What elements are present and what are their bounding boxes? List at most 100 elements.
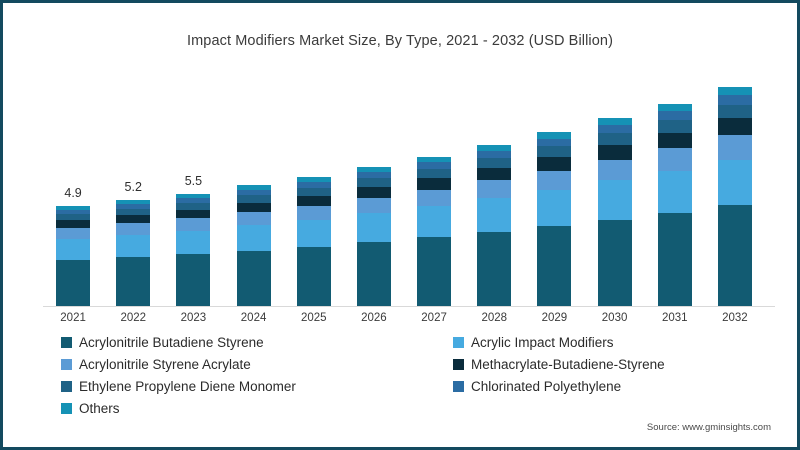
bar-column[interactable] xyxy=(477,144,512,306)
bar-segment[interactable] xyxy=(717,205,752,306)
bar-segment[interactable] xyxy=(56,227,91,239)
legend-item[interactable]: Chlorinated Polyethylene xyxy=(453,379,621,394)
legend-item[interactable]: Others xyxy=(61,401,120,416)
bar-segment[interactable] xyxy=(56,260,91,306)
bar-segment[interactable] xyxy=(477,180,512,198)
legend-item[interactable]: Acrylic Impact Modifiers xyxy=(453,335,614,350)
bar-segment[interactable] xyxy=(417,237,452,306)
bar-segment[interactable] xyxy=(176,193,211,198)
bar-segment[interactable] xyxy=(56,220,91,228)
bar-segment[interactable] xyxy=(537,226,572,306)
bar-segment[interactable] xyxy=(657,170,692,214)
bar-segment[interactable] xyxy=(176,209,211,219)
bar-segment[interactable] xyxy=(537,138,572,147)
bar-segment[interactable] xyxy=(477,144,512,151)
bar-segment[interactable] xyxy=(296,177,331,182)
bar-segment[interactable] xyxy=(717,135,752,160)
bar-segment[interactable] xyxy=(477,231,512,306)
bar-segment[interactable] xyxy=(537,170,572,190)
bar-segment[interactable] xyxy=(116,257,151,306)
bar-segment[interactable] xyxy=(296,195,331,206)
bar-segment[interactable] xyxy=(657,120,692,133)
bar-segment[interactable] xyxy=(717,95,752,105)
bar-column[interactable] xyxy=(236,185,271,306)
bar-column[interactable] xyxy=(116,199,151,306)
bar-segment[interactable] xyxy=(236,250,271,306)
legend-item[interactable]: Ethylene Propylene Diene Monomer xyxy=(61,379,296,394)
bar-segment[interactable] xyxy=(116,234,151,258)
legend-item[interactable]: Acrylonitrile Styrene Acrylate xyxy=(61,357,251,372)
bar-segment[interactable] xyxy=(236,212,271,226)
bar-segment[interactable] xyxy=(296,205,331,220)
bar-segment[interactable] xyxy=(356,186,391,198)
bar-segment[interactable] xyxy=(657,213,692,306)
bar-segment[interactable] xyxy=(116,199,151,204)
bar-segment[interactable] xyxy=(477,167,512,181)
bar-segment[interactable] xyxy=(597,118,632,125)
legend-item[interactable]: Acrylonitrile Butadiene Styrene xyxy=(61,335,264,350)
bar-segment[interactable] xyxy=(56,205,91,210)
bar-segment[interactable] xyxy=(116,208,151,216)
bar-segment[interactable] xyxy=(657,103,692,111)
bar-segment[interactable] xyxy=(236,202,271,213)
bar-segment[interactable] xyxy=(537,189,572,227)
bar-column[interactable] xyxy=(356,167,391,306)
bar-segment[interactable] xyxy=(657,110,692,121)
bar-segment[interactable] xyxy=(176,218,211,231)
bar-column[interactable] xyxy=(657,103,692,306)
bar-segment[interactable] xyxy=(236,195,271,203)
bar-segment[interactable] xyxy=(56,209,91,215)
bar-segment[interactable] xyxy=(296,187,331,196)
bar-segment[interactable] xyxy=(176,254,211,306)
bar-column[interactable] xyxy=(717,87,752,306)
bar-segment[interactable] xyxy=(56,214,91,221)
bar-segment[interactable] xyxy=(356,178,391,187)
bar-segment[interactable] xyxy=(116,223,151,235)
bar-segment[interactable] xyxy=(657,132,692,149)
bar-segment[interactable] xyxy=(417,162,452,169)
legend-item[interactable]: Methacrylate-Butadiene-Styrene xyxy=(453,357,665,372)
bar-segment[interactable] xyxy=(236,189,271,196)
bar-segment[interactable] xyxy=(356,167,391,172)
bar-segment[interactable] xyxy=(176,202,211,210)
bar-segment[interactable] xyxy=(356,197,391,213)
bar-segment[interactable] xyxy=(417,168,452,179)
bar-segment[interactable] xyxy=(236,185,271,190)
bar-segment[interactable] xyxy=(597,124,632,134)
bar-segment[interactable] xyxy=(537,157,572,171)
bar-segment[interactable] xyxy=(417,178,452,190)
bar-segment[interactable] xyxy=(477,150,512,158)
bar-segment[interactable] xyxy=(597,133,632,145)
bar-segment[interactable] xyxy=(717,118,752,136)
bar-segment[interactable] xyxy=(597,219,632,306)
bar-segment[interactable] xyxy=(597,144,632,160)
bar-segment[interactable] xyxy=(116,215,151,224)
bar-segment[interactable] xyxy=(597,180,632,220)
bar-segment[interactable] xyxy=(116,203,151,209)
bar-segment[interactable] xyxy=(477,197,512,232)
bar-segment[interactable] xyxy=(477,157,512,168)
bar-column[interactable] xyxy=(417,156,452,306)
bar-segment[interactable] xyxy=(356,171,391,179)
bar-segment[interactable] xyxy=(717,104,752,119)
bar-segment[interactable] xyxy=(657,148,692,171)
bar-segment[interactable] xyxy=(537,146,572,158)
bar-segment[interactable] xyxy=(537,132,572,139)
bar-segment[interactable] xyxy=(296,182,331,188)
bar-segment[interactable] xyxy=(236,225,271,251)
bar-segment[interactable] xyxy=(176,197,211,203)
bar-segment[interactable] xyxy=(717,87,752,96)
bar-segment[interactable] xyxy=(597,159,632,181)
bar-segment[interactable] xyxy=(176,230,211,255)
bar-column[interactable] xyxy=(597,118,632,306)
bar-segment[interactable] xyxy=(56,238,91,261)
bar-segment[interactable] xyxy=(356,212,391,243)
bar-segment[interactable] xyxy=(296,246,331,306)
bar-segment[interactable] xyxy=(717,159,752,206)
bar-segment[interactable] xyxy=(296,219,331,247)
bar-column[interactable] xyxy=(537,132,572,306)
bar-column[interactable] xyxy=(176,193,211,306)
bar-segment[interactable] xyxy=(417,189,452,207)
bar-column[interactable] xyxy=(296,177,331,306)
bar-segment[interactable] xyxy=(356,242,391,306)
